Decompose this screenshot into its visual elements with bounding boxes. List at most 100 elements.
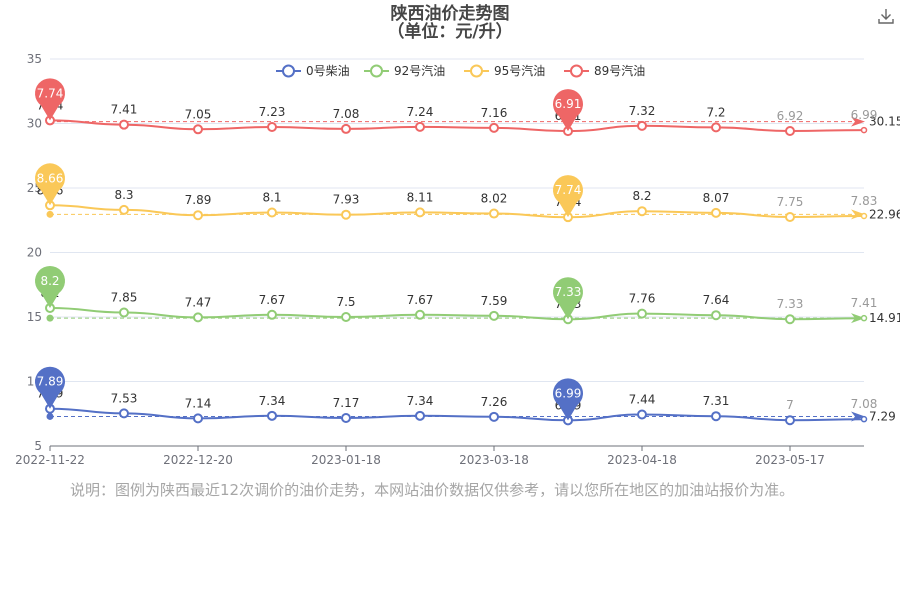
data-point[interactable]: [415, 121, 425, 132]
data-point[interactable]: [415, 410, 425, 421]
data-point[interactable]: [489, 122, 499, 133]
data-point[interactable]: [119, 119, 129, 130]
x-tick-label: 2022-12-20: [163, 453, 233, 467]
data-point[interactable]: [267, 207, 277, 218]
data-point[interactable]: [711, 411, 721, 422]
data-label: 7.75: [777, 195, 804, 209]
min-marker-label: 7.74: [555, 183, 582, 197]
data-point[interactable]: [341, 123, 351, 134]
data-label: 8.1: [262, 191, 281, 205]
chart-subtitle: （单位：元/升）: [387, 22, 513, 42]
data-point[interactable]: [341, 209, 351, 220]
legend-item[interactable]: 89号汽油: [564, 63, 645, 78]
data-point[interactable]: [785, 212, 795, 223]
average-line-start: [46, 412, 54, 420]
max-marker-label: 7.74: [37, 86, 64, 100]
max-marker-label: 7.89: [37, 375, 64, 389]
extreme-markers: 7.89 6.99 8.2 7.33 8.66 7.74 7.74 6.91: [35, 78, 584, 421]
series-line: [49, 307, 865, 321]
data-label: 7.16: [481, 106, 508, 120]
chart-note: 说明：图例为陕西最近12次调价的油价走势，本网站油价数据仅供参考，请以您所在地区…: [70, 481, 795, 499]
data-point[interactable]: [489, 411, 499, 422]
min-marker-label: 7.33: [555, 285, 582, 299]
data-point[interactable]: [119, 204, 129, 215]
data-label: 6.99: [851, 108, 878, 122]
legend-symbol: [370, 64, 383, 78]
data-point[interactable]: [341, 312, 351, 322]
min-marker-shape: [553, 277, 584, 320]
data-label: 7.31: [703, 394, 730, 408]
data-label: 7.05: [185, 107, 212, 121]
data-point[interactable]: [415, 207, 425, 218]
data-point[interactable]: [637, 409, 647, 420]
legend-item[interactable]: 0号柴油: [276, 64, 350, 78]
data-label: 7.67: [407, 293, 434, 307]
data-point[interactable]: [860, 212, 868, 220]
series-lines: 7.89 7.53 7.14 7.34 7.17 7.34 7.26 6.99 7.44 7.31…: [37, 98, 878, 426]
data-label: 7.44: [629, 393, 656, 407]
series-line: [49, 204, 865, 219]
average-value-label: 22.96: [869, 207, 900, 221]
max-marker-label: 8.2: [40, 274, 59, 288]
y-tick-label: 35: [27, 52, 42, 66]
data-point[interactable]: [193, 312, 203, 323]
chart-title: 陕西油价走势图: [390, 4, 510, 24]
data-label: 7.76: [629, 292, 656, 306]
data-point[interactable]: [489, 310, 499, 321]
data-label: 7.23: [259, 105, 286, 119]
max-marker-label: 8.66: [37, 171, 64, 185]
data-label: 8.3: [114, 188, 133, 202]
data-point[interactable]: [193, 210, 203, 221]
data-point[interactable]: [785, 314, 795, 325]
data-point[interactable]: [785, 415, 795, 426]
data-point[interactable]: [711, 310, 721, 321]
legend-label: 0号柴油: [306, 64, 350, 78]
data-point[interactable]: [267, 121, 277, 132]
legend-item[interactable]: 95号汽油: [464, 63, 545, 78]
data-point[interactable]: [637, 120, 647, 131]
y-tick-label: 5: [34, 439, 42, 453]
average-line-arrow: [851, 116, 865, 127]
data-label: 7.34: [407, 394, 434, 408]
x-tick-label: 2023-05-17: [755, 453, 825, 467]
data-point[interactable]: [119, 408, 129, 419]
data-point[interactable]: [267, 309, 277, 320]
data-label: 7.47: [185, 295, 212, 309]
data-label: 7.41: [111, 103, 138, 117]
min-marker-shape: [553, 175, 584, 218]
data-label: 7.5: [336, 295, 355, 309]
data-label: 7.32: [629, 104, 656, 118]
data-point[interactable]: [785, 125, 795, 136]
x-tick-label: 2023-04-18: [607, 453, 677, 467]
data-point[interactable]: [711, 207, 721, 218]
data-point[interactable]: [711, 122, 721, 133]
data-point[interactable]: [860, 314, 868, 322]
data-point[interactable]: [637, 308, 647, 319]
x-tick-label: 2022-11-22: [15, 453, 85, 467]
min-marker: 7.74: [553, 175, 584, 218]
data-point[interactable]: [193, 124, 203, 135]
average-lines: 7.29 14.91 22.96 30.15: [46, 115, 900, 423]
average-value-label: 7.29: [869, 409, 896, 423]
data-point[interactable]: [119, 307, 129, 318]
download-icon[interactable]: [876, 6, 896, 26]
data-point[interactable]: [341, 413, 351, 424]
data-label: 7.53: [111, 391, 138, 405]
data-point[interactable]: [860, 126, 868, 134]
data-point[interactable]: [860, 415, 868, 423]
data-point[interactable]: [489, 208, 499, 219]
max-marker: 8.2: [35, 265, 65, 308]
series-line: [49, 119, 865, 133]
legend-item[interactable]: 92号汽油: [364, 63, 445, 78]
data-label: 7.08: [851, 397, 878, 411]
data-point[interactable]: [193, 413, 203, 424]
data-label: 7.59: [481, 294, 508, 308]
data-label: 7.85: [111, 290, 138, 304]
data-point[interactable]: [267, 410, 277, 421]
data-point[interactable]: [415, 309, 425, 320]
data-label: 7.34: [259, 394, 286, 408]
data-label: 8.2: [632, 189, 651, 203]
data-point[interactable]: [637, 206, 647, 217]
